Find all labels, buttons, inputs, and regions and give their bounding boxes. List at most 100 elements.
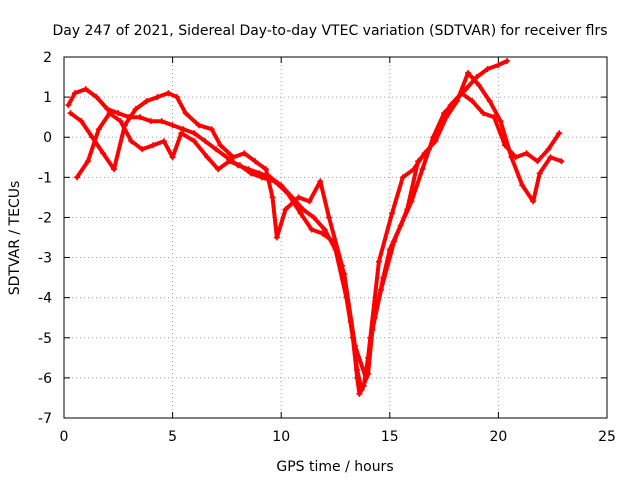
- grid: [64, 57, 607, 418]
- data-point: [202, 138, 209, 145]
- data-point: [269, 194, 276, 201]
- data-point: [325, 214, 332, 221]
- plot-frame: [63, 56, 608, 419]
- data-point: [534, 158, 541, 165]
- data-point: [367, 334, 374, 341]
- data-layer: [65, 58, 565, 397]
- data-point: [508, 154, 515, 161]
- data-point: [432, 138, 439, 145]
- chart-title: Day 247 of 2021, Sidereal Day-to-day VTE…: [52, 23, 607, 39]
- data-point: [536, 170, 543, 177]
- data-point: [67, 110, 74, 117]
- data-point: [115, 110, 122, 117]
- data-point: [352, 342, 359, 349]
- data-point: [358, 386, 365, 393]
- data-point: [104, 106, 111, 113]
- data-point: [547, 154, 554, 161]
- data-point: [158, 118, 165, 125]
- data-point: [173, 94, 180, 101]
- data-point: [139, 146, 146, 153]
- data-point: [213, 146, 220, 153]
- data-point: [147, 118, 154, 125]
- data-point: [165, 90, 172, 97]
- data-point: [93, 94, 100, 101]
- x-tick-label: 20: [489, 429, 507, 445]
- data-point: [150, 142, 157, 149]
- y-tick-label: -7: [38, 411, 52, 427]
- data-point: [106, 110, 113, 117]
- data-point: [443, 114, 450, 121]
- data-point: [375, 258, 382, 265]
- data-point: [464, 70, 471, 77]
- data-point: [217, 142, 224, 149]
- x-tick-label: 5: [168, 429, 177, 445]
- data-point: [241, 150, 248, 157]
- data-point: [208, 126, 215, 133]
- data-point: [160, 138, 167, 145]
- data-point: [74, 174, 81, 181]
- data-point: [180, 126, 187, 133]
- y-axis-title: SDTVAR / TECUs: [7, 181, 23, 296]
- data-point: [558, 158, 565, 165]
- data-point: [504, 58, 511, 65]
- data-point: [230, 154, 237, 161]
- y-tick-label: -2: [38, 210, 52, 226]
- data-point: [82, 86, 89, 93]
- data-point: [330, 238, 337, 245]
- data-point: [404, 206, 411, 213]
- data-point: [110, 166, 117, 173]
- data-point: [204, 154, 211, 161]
- data-point: [530, 198, 537, 205]
- data-point: [495, 62, 502, 69]
- data-point: [191, 138, 198, 145]
- data-point: [262, 166, 269, 173]
- data-point: [486, 98, 493, 105]
- y-tick-label: 0: [43, 130, 52, 146]
- data-point: [236, 162, 243, 169]
- data-point: [497, 118, 504, 125]
- data-point: [399, 174, 406, 181]
- data-point: [128, 138, 135, 145]
- data-point: [178, 130, 185, 137]
- data-point: [117, 118, 124, 125]
- data-point: [473, 74, 480, 81]
- data-point: [410, 166, 417, 173]
- data-point: [484, 66, 491, 73]
- y-tick-label: -5: [38, 331, 52, 347]
- data-point: [143, 98, 150, 105]
- y-tick-label: 2: [43, 50, 52, 66]
- data-point: [78, 118, 85, 125]
- x-tick-label: 15: [381, 429, 399, 445]
- data-point: [556, 130, 563, 137]
- data-point: [545, 146, 552, 153]
- data-point: [258, 174, 265, 181]
- data-point: [252, 158, 259, 165]
- data-point: [284, 190, 291, 197]
- data-point: [491, 114, 498, 121]
- y-tick-label: -6: [38, 371, 52, 387]
- y-tick-label: -3: [38, 251, 52, 267]
- tick-labels: 0 5 10 15 20 25 -7 -6 -5 -4 -3 -2 -1 0 1 2: [38, 50, 616, 445]
- data-point: [195, 122, 202, 129]
- data-point: [95, 126, 102, 133]
- data-point: [519, 182, 526, 189]
- data-point: [71, 90, 78, 97]
- x-tick-label: 0: [60, 429, 69, 445]
- data-point: [454, 98, 461, 105]
- data-point: [169, 154, 176, 161]
- data-point: [306, 198, 313, 205]
- data-point: [308, 226, 315, 233]
- data-point: [273, 234, 280, 241]
- data-point: [299, 206, 306, 213]
- data-point: [354, 366, 361, 373]
- data-point: [100, 150, 107, 157]
- data-point: [480, 110, 487, 117]
- data-point: [169, 122, 176, 129]
- data-point: [319, 230, 326, 237]
- data-point: [132, 106, 139, 113]
- data-point: [523, 150, 530, 157]
- data-point: [362, 374, 369, 381]
- series-line-track-c: [75, 71, 564, 380]
